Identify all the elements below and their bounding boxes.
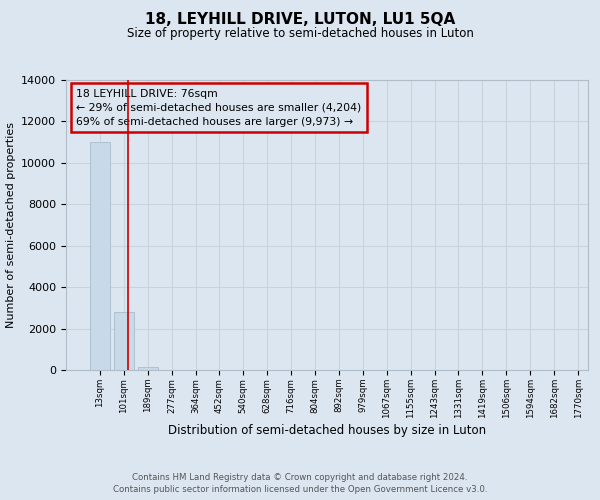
Text: 18, LEYHILL DRIVE, LUTON, LU1 5QA: 18, LEYHILL DRIVE, LUTON, LU1 5QA xyxy=(145,12,455,28)
Text: Contains HM Land Registry data © Crown copyright and database right 2024.
Contai: Contains HM Land Registry data © Crown c… xyxy=(113,472,487,494)
X-axis label: Distribution of semi-detached houses by size in Luton: Distribution of semi-detached houses by … xyxy=(168,424,486,436)
Bar xyxy=(113,312,134,370)
Y-axis label: Number of semi-detached properties: Number of semi-detached properties xyxy=(5,122,16,328)
Text: 18 LEYHILL DRIVE: 76sqm
← 29% of semi-detached houses are smaller (4,204)
69% of: 18 LEYHILL DRIVE: 76sqm ← 29% of semi-de… xyxy=(76,88,362,126)
Bar xyxy=(137,368,158,370)
Bar xyxy=(90,142,110,370)
Text: Size of property relative to semi-detached houses in Luton: Size of property relative to semi-detach… xyxy=(127,28,473,40)
